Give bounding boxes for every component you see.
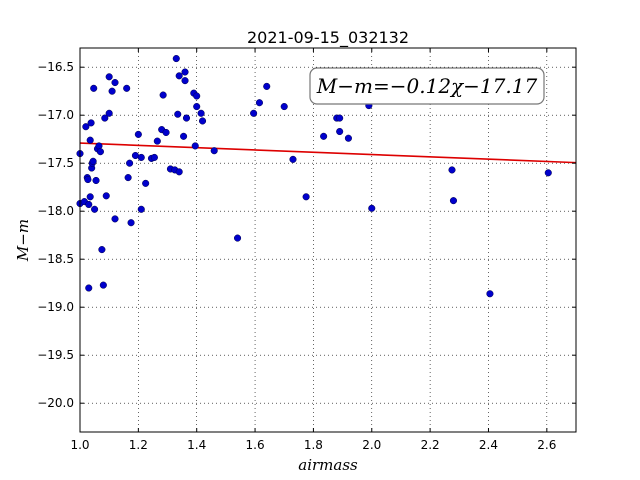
data-point <box>448 166 456 174</box>
data-point <box>95 142 103 150</box>
data-point <box>172 55 180 63</box>
data-point <box>486 290 494 298</box>
data-point <box>544 169 552 177</box>
data-point <box>320 132 328 140</box>
data-point <box>102 192 110 200</box>
x-tick-label: 2.6 <box>537 438 556 452</box>
axis-ticks <box>79 48 576 432</box>
data-point <box>175 168 183 176</box>
x-tick-label: 1.4 <box>187 438 206 452</box>
data-point <box>124 174 132 182</box>
data-point <box>126 159 134 167</box>
data-points <box>76 55 552 298</box>
data-point <box>210 147 218 155</box>
x-tick-label: 1.8 <box>304 438 323 452</box>
annotation-text: M−m=−0.12χ−17.17 <box>316 74 538 98</box>
x-tick-label: 1.0 <box>70 438 89 452</box>
data-point <box>181 77 189 85</box>
data-point <box>175 72 183 80</box>
y-tick-label: −19.5 <box>37 348 74 362</box>
data-point <box>137 153 145 161</box>
data-point <box>89 157 97 165</box>
data-point <box>127 219 135 227</box>
data-point <box>198 117 207 125</box>
data-point <box>150 153 158 161</box>
data-point <box>85 200 93 209</box>
data-point <box>98 246 106 254</box>
annotation-box <box>309 67 545 105</box>
data-point <box>105 109 113 117</box>
data-point <box>255 99 263 107</box>
x-tick-label: 2.0 <box>362 438 381 452</box>
y-tick-labels: −16.5 −17.0 −17.5 −18.0 −18.5 −19.0 −19.5 −20.0 <box>37 60 74 410</box>
data-point <box>85 284 93 292</box>
y-tick-label: −16.5 <box>37 60 74 74</box>
plot-frame <box>79 47 577 433</box>
data-point <box>108 87 116 95</box>
data-point <box>137 205 145 213</box>
data-point <box>92 176 100 185</box>
x-tick-label: 1.2 <box>129 438 148 452</box>
data-point <box>153 137 161 145</box>
data-point <box>197 109 205 117</box>
fit-annotation: M−m=−0.12χ−17.17 <box>309 67 545 105</box>
data-point <box>180 132 188 140</box>
fit-line <box>79 142 577 164</box>
x-axis-label: airmass <box>298 456 358 474</box>
y-tick-label: −17.0 <box>37 108 74 122</box>
fit-line-layer <box>79 142 577 164</box>
data-point <box>449 197 458 205</box>
data-point <box>90 84 98 92</box>
data-point <box>96 148 104 156</box>
data-point <box>234 234 242 242</box>
data-point <box>344 134 352 142</box>
data-point <box>105 73 113 81</box>
data-point <box>87 119 95 127</box>
data-point <box>174 110 182 118</box>
data-point <box>193 92 201 100</box>
data-point <box>368 204 376 212</box>
y-tick-label: −20.0 <box>37 396 74 410</box>
data-point <box>123 84 131 92</box>
data-point <box>181 68 189 76</box>
data-point <box>336 127 344 136</box>
data-point <box>91 205 99 213</box>
data-point <box>111 215 119 223</box>
data-point <box>82 123 90 131</box>
x-tick-label: 2.2 <box>421 438 440 452</box>
y-tick-label: −18.5 <box>37 252 74 266</box>
x-tick-labels: 1.0 1.2 1.4 1.6 1.8 2.0 2.2 2.4 2.6 <box>70 438 556 452</box>
data-point <box>99 281 107 289</box>
y-axis-label: M−m <box>14 219 32 262</box>
chart-title: 2021-09-15_032132 <box>247 28 409 48</box>
data-point <box>280 103 288 111</box>
data-point <box>162 128 170 137</box>
data-point <box>336 114 344 122</box>
data-point <box>101 114 109 122</box>
x-tick-label: 1.6 <box>246 438 265 452</box>
x-tick-label: 2.4 <box>479 438 498 452</box>
data-point <box>84 175 92 184</box>
data-point <box>111 79 119 87</box>
data-point <box>250 109 258 117</box>
y-tick-label: −18.0 <box>37 204 74 218</box>
data-point <box>182 114 191 122</box>
grid <box>79 48 576 432</box>
data-point <box>193 103 201 111</box>
data-point <box>302 193 310 201</box>
data-point <box>191 142 199 150</box>
data-point <box>134 130 142 138</box>
data-point <box>142 179 150 187</box>
data-point <box>86 136 94 144</box>
data-point <box>86 193 94 201</box>
data-point <box>289 155 297 163</box>
y-tick-label: −19.0 <box>37 300 74 314</box>
data-point <box>159 91 167 99</box>
data-point <box>263 82 271 90</box>
y-tick-label: −17.5 <box>37 156 74 170</box>
